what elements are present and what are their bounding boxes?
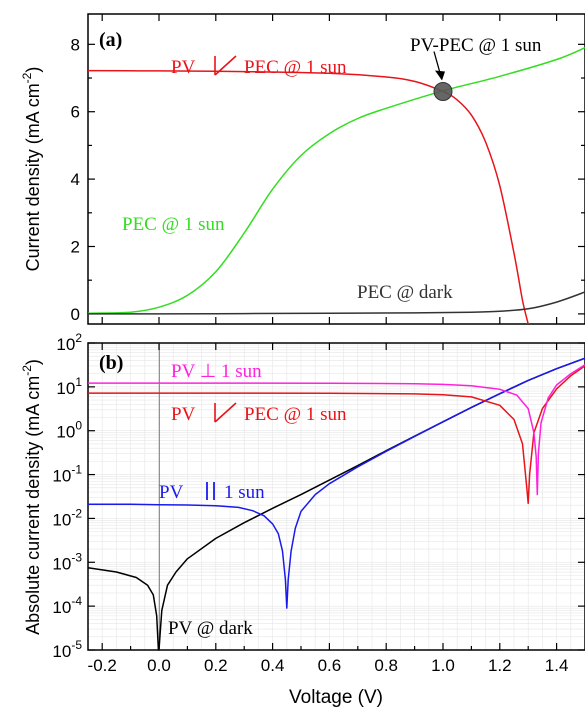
svg-text:PEC @ 1 sun: PEC @ 1 sun [244,57,347,78]
panel-a-frame [87,13,585,325]
panel-b-frame [87,342,585,651]
svg-text:PV: PV [159,482,184,503]
panel-a-ylabel: Current density (mA cm-2) [20,67,43,272]
svg-text:PV: PV [171,404,196,425]
panel-b-ytick-label: 102 [56,331,82,354]
panel-b-label: (b) [99,352,123,374]
x-axis-label: Voltage (V) [289,687,383,708]
panel-a-ytick-label: 0 [71,305,80,324]
curve-pec-dark [87,291,585,315]
curve-pv-perp-1sun [88,364,585,496]
panel-b-xtick-label: -0.2 [88,656,117,675]
panel-b-ytick-label: 100 [56,419,82,442]
label-pec-dark: PEC @ dark [357,282,453,303]
panel-b-ytick-label: 10-1 [52,463,82,486]
panel-b: 10-5 10-4 10-3 10-2 10-1 100 101 102 -0.2 0.0 0.2… [20,331,585,708]
label-pv-pec-1sun-a: PV PEC @ 1 sun [171,55,347,78]
label-pv-dark: PV @ dark [168,618,253,639]
svg-text:PV: PV [171,57,196,78]
panel-a-ytick-label: 4 [71,170,80,189]
panel-b-ytick-label: 101 [56,375,82,398]
label-pv-perp-1sun: PV ⊥ 1 sun [171,361,262,382]
panel-b-xtick-label: 0.0 [147,656,171,675]
label-pec-1sun: PEC @ 1 sun [122,214,225,235]
annotation-arrowhead [435,70,445,81]
panel-b-xtick-label: 0.4 [261,656,285,675]
panel-a-ytick-label: 8 [71,35,80,54]
annotation-pv-pec-1sun: PV-PEC @ 1 sun [410,35,542,56]
panel-a: 0 2 4 6 8 (a) PV PEC @ 1 sun PEC @ 1 sun PEC… [20,13,585,325]
panel-a-label: (a) [99,29,122,51]
panel-b-xtick-label: 1.4 [545,656,569,675]
curve-pec-1sun [87,47,585,314]
panel-b-ylabel: Absolute current density (mA cm-2) [20,359,43,635]
panel-b-xtick-label: 0.6 [318,656,342,675]
svg-text:1 sun: 1 sun [224,482,265,503]
curve-pv-parallel-1sun [88,357,585,609]
panel-b-ytick-label: 10-3 [52,550,82,573]
svg-text:PEC @ 1 sun: PEC @ 1 sun [244,404,347,425]
intersection-marker [433,82,453,101]
panel-b-ytick-label: 10-5 [52,638,82,661]
panel-b-ytick-label: 10-2 [52,506,82,529]
curve-pv-pec-1sun [87,69,529,325]
panel-b-xtick-label: 0.8 [374,656,398,675]
label-pv-pec-1sun-b: PV PEC @ 1 sun [171,402,347,425]
panel-a-ytick-label: 6 [71,103,80,122]
panel-b-xtick-label: 1.0 [431,656,455,675]
panel-b-xtick-label: 1.2 [488,656,512,675]
panel-b-xtick-label: 0.2 [204,656,228,675]
panel-b-ytick-label: 10-4 [52,594,82,617]
panel-a-ytick-label: 2 [71,238,80,257]
label-pv-parallel-1sun: PV 1 sun [159,482,265,503]
